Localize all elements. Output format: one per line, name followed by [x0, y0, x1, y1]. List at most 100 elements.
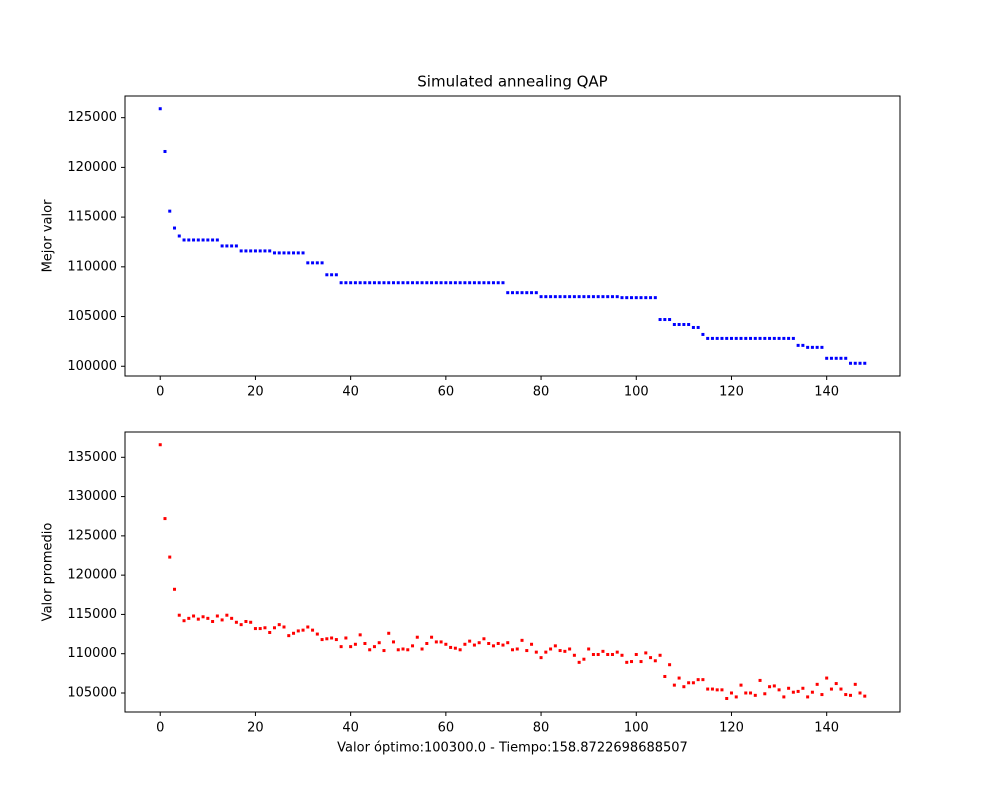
point [368, 648, 372, 652]
x-tick-label: 60 [438, 721, 455, 736]
point [177, 613, 181, 617]
point [501, 643, 505, 647]
point [458, 281, 462, 285]
point [344, 636, 348, 640]
point [268, 249, 272, 253]
point [768, 685, 772, 689]
point [463, 642, 467, 646]
point [334, 273, 338, 277]
point [596, 295, 600, 299]
point [525, 649, 529, 653]
point [511, 291, 514, 295]
point [725, 696, 729, 700]
point [277, 623, 281, 627]
point [472, 281, 476, 285]
point [296, 251, 300, 255]
point [858, 691, 862, 695]
point [691, 681, 695, 685]
point [782, 336, 786, 340]
point [653, 296, 657, 300]
point [610, 652, 614, 656]
x-axis-label: Valor óptimo:100300.0 - Tiempo:158.87226… [337, 741, 688, 756]
point [853, 682, 857, 686]
point [453, 281, 457, 285]
y-tick-label: 100000 [67, 359, 117, 374]
point [820, 693, 824, 697]
point [387, 631, 391, 635]
point [349, 645, 353, 649]
point [282, 625, 286, 629]
point [420, 647, 424, 651]
point [391, 281, 395, 285]
point [482, 281, 486, 285]
point [220, 618, 224, 622]
point [311, 261, 315, 265]
point [844, 693, 848, 697]
y-tick-label: 115000 [67, 607, 117, 622]
point [506, 291, 510, 295]
point [810, 345, 814, 349]
point [763, 692, 767, 696]
point [339, 645, 343, 649]
point [377, 281, 381, 285]
point [258, 249, 262, 253]
point [572, 295, 576, 299]
point [544, 650, 548, 654]
x-tick-label: 20 [247, 721, 264, 736]
point [553, 295, 557, 299]
point [758, 336, 762, 340]
point [834, 356, 838, 360]
point [315, 261, 319, 265]
point [406, 281, 410, 285]
x-tick-label: 140 [814, 721, 839, 736]
point [634, 652, 638, 656]
point [277, 251, 281, 255]
point [601, 649, 605, 653]
point [506, 641, 510, 645]
point [444, 281, 448, 285]
point [625, 296, 629, 300]
point [587, 647, 591, 651]
point [582, 295, 586, 299]
point [615, 650, 619, 654]
point [282, 251, 286, 255]
point [658, 653, 662, 657]
point [363, 641, 367, 645]
point [634, 296, 638, 300]
point [544, 295, 548, 299]
point [325, 273, 329, 277]
x-tick-label: 0 [156, 721, 164, 736]
point [234, 620, 238, 624]
point [749, 336, 753, 340]
point [249, 620, 253, 624]
point [806, 695, 810, 699]
point [511, 648, 514, 652]
point [377, 641, 381, 645]
y-tick-label: 130000 [67, 489, 117, 504]
point [301, 628, 305, 632]
point [225, 613, 229, 617]
point [606, 652, 610, 656]
point [725, 336, 729, 340]
point [777, 688, 781, 692]
point [287, 634, 291, 638]
x-tick-label: 20 [247, 385, 264, 400]
point [620, 653, 624, 657]
y-tick-label: 125000 [67, 110, 117, 125]
point [239, 249, 243, 253]
point [344, 281, 348, 285]
point [753, 336, 757, 340]
point [539, 656, 543, 660]
point [334, 638, 338, 642]
point [649, 656, 653, 660]
point [568, 295, 572, 299]
point [173, 226, 177, 230]
y-tick-label: 125000 [67, 528, 117, 543]
point [791, 336, 795, 340]
point [372, 281, 376, 285]
point [401, 281, 405, 285]
point [639, 296, 643, 300]
point [834, 682, 838, 686]
point [563, 295, 567, 299]
point [249, 249, 253, 253]
